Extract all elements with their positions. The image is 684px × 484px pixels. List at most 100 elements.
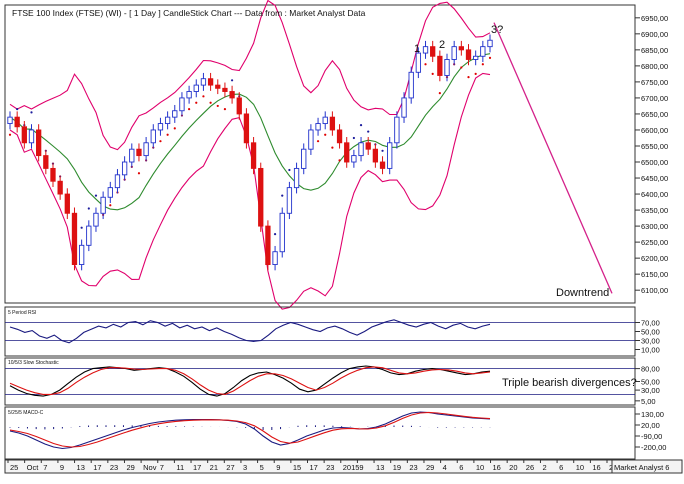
candle-body — [86, 225, 92, 246]
y-tick-label: 6250,00 — [641, 238, 668, 247]
sar-dot — [159, 140, 162, 143]
candle-body — [28, 129, 35, 144]
y-tick-label: -90,00 — [641, 432, 662, 441]
sar-dot — [338, 159, 341, 162]
indicator-series-0 — [9, 411, 491, 450]
candle-body — [394, 116, 400, 144]
candle-body — [365, 142, 371, 150]
y-tick-label: 80,00 — [641, 365, 660, 374]
peak-label-1: 1 — [414, 43, 420, 55]
candle-body — [401, 97, 407, 118]
y-tick-label: 10,00 — [641, 346, 660, 355]
candle-body — [172, 110, 178, 118]
candle-body — [451, 46, 457, 60]
candle-body — [358, 142, 364, 157]
sar-dot — [202, 95, 205, 98]
candle-body — [179, 97, 185, 112]
sar-dot — [288, 168, 291, 172]
x-tick-label: 13 — [77, 463, 85, 472]
x-tick-label: 10 — [476, 463, 484, 472]
macd-panel-title: 5/25/5 MACD-C — [8, 410, 44, 416]
indicator-series-0 — [9, 319, 491, 344]
candle-body — [64, 193, 70, 214]
indicator-series-0 — [9, 365, 491, 397]
x-tick-label: 9 — [60, 463, 64, 472]
sar-dot — [381, 149, 384, 152]
candle-body — [100, 196, 106, 214]
x-tick-label: 29 — [126, 463, 134, 472]
candle-body — [93, 212, 99, 227]
y-tick-label: 30,00 — [641, 386, 660, 395]
indicator-series-1 — [9, 366, 491, 395]
x-tick-label: 20 — [509, 463, 517, 472]
x-tick-label: 13 — [376, 463, 384, 472]
candle-body — [71, 212, 78, 265]
y-tick-label: 6650,00 — [641, 110, 668, 119]
y-tick-label: 50,00 — [641, 328, 660, 337]
candle-body — [279, 212, 285, 253]
candle-body — [379, 161, 386, 169]
rsi-panel-title: 5 Period RSI — [8, 310, 36, 316]
y-tick-label: 6550,00 — [641, 142, 668, 151]
sar-dot — [367, 130, 370, 133]
candle-body — [473, 55, 479, 60]
y-tick-label: -200,00 — [641, 443, 666, 452]
candle-body — [272, 251, 278, 265]
x-tick-label: Oct — [27, 463, 40, 472]
sar-dot — [467, 75, 470, 79]
x-tick-label: 17 — [310, 463, 318, 472]
brand-label: Market Analyst 6 — [614, 463, 669, 472]
divergence-label: Triple bearish divergences? — [502, 377, 637, 389]
candle-body — [465, 49, 472, 60]
candle-body — [351, 155, 357, 163]
candle-body — [286, 187, 293, 214]
candle-body — [193, 84, 199, 92]
y-tick-label: 6200,00 — [641, 254, 668, 263]
candle-body — [207, 78, 214, 86]
x-tick-label: 17 — [93, 463, 101, 472]
price-axis: 6950,00 6900,00 6850,00 6800,00 6750,00 6700,… — [635, 14, 668, 295]
stochastic-panel-title: 10/5/3 Slow Stochastic — [8, 360, 59, 366]
sar-dot — [188, 108, 191, 111]
sar-dot — [94, 194, 98, 197]
sar-dot — [488, 56, 492, 59]
y-tick-label: 6900,00 — [641, 30, 668, 39]
sar-dot — [209, 101, 212, 104]
candle-body — [78, 244, 85, 265]
x-tick-label: 29 — [426, 463, 434, 472]
y-tick-label: 6150,00 — [641, 270, 668, 279]
candle-body — [329, 116, 336, 131]
x-tick-label: 7 — [160, 463, 164, 472]
sar-dot — [8, 133, 12, 136]
y-tick-label: 6300,00 — [641, 222, 668, 231]
x-tick-label: 11 — [176, 463, 184, 472]
x-tick-label: 19 — [393, 463, 401, 472]
sar-dot — [474, 72, 477, 75]
candle-body — [7, 116, 13, 125]
candle-body — [243, 113, 250, 144]
x-tick-label: Nov — [143, 463, 157, 472]
candle-body — [444, 59, 450, 76]
candle-body — [14, 116, 20, 128]
candle-body — [408, 71, 414, 99]
x-tick-label: 16 — [592, 463, 600, 472]
y-tick-label: 6750,00 — [641, 78, 668, 87]
sar-dot — [424, 63, 427, 66]
sar-dot — [273, 233, 277, 236]
y-tick-label: 50,00 — [641, 378, 660, 387]
y-tick-label: 6350,00 — [641, 206, 668, 215]
candle-body — [258, 167, 264, 227]
sar-dot — [16, 108, 19, 111]
y-tick-label: 6600,00 — [641, 126, 668, 135]
candle-body — [265, 225, 271, 265]
macd-indicator: 130,00 20,00 -90,00 -200,00 — [9, 410, 666, 452]
sar-dot — [359, 124, 363, 127]
candle-body — [344, 142, 350, 163]
sar-dot — [109, 204, 112, 207]
candle-body — [430, 46, 436, 57]
y-tick-label: 6450,00 — [641, 174, 668, 183]
candle-body — [157, 123, 164, 131]
y-tick-label: 5,00 — [641, 397, 656, 406]
y-tick-label: 20,00 — [641, 421, 660, 430]
